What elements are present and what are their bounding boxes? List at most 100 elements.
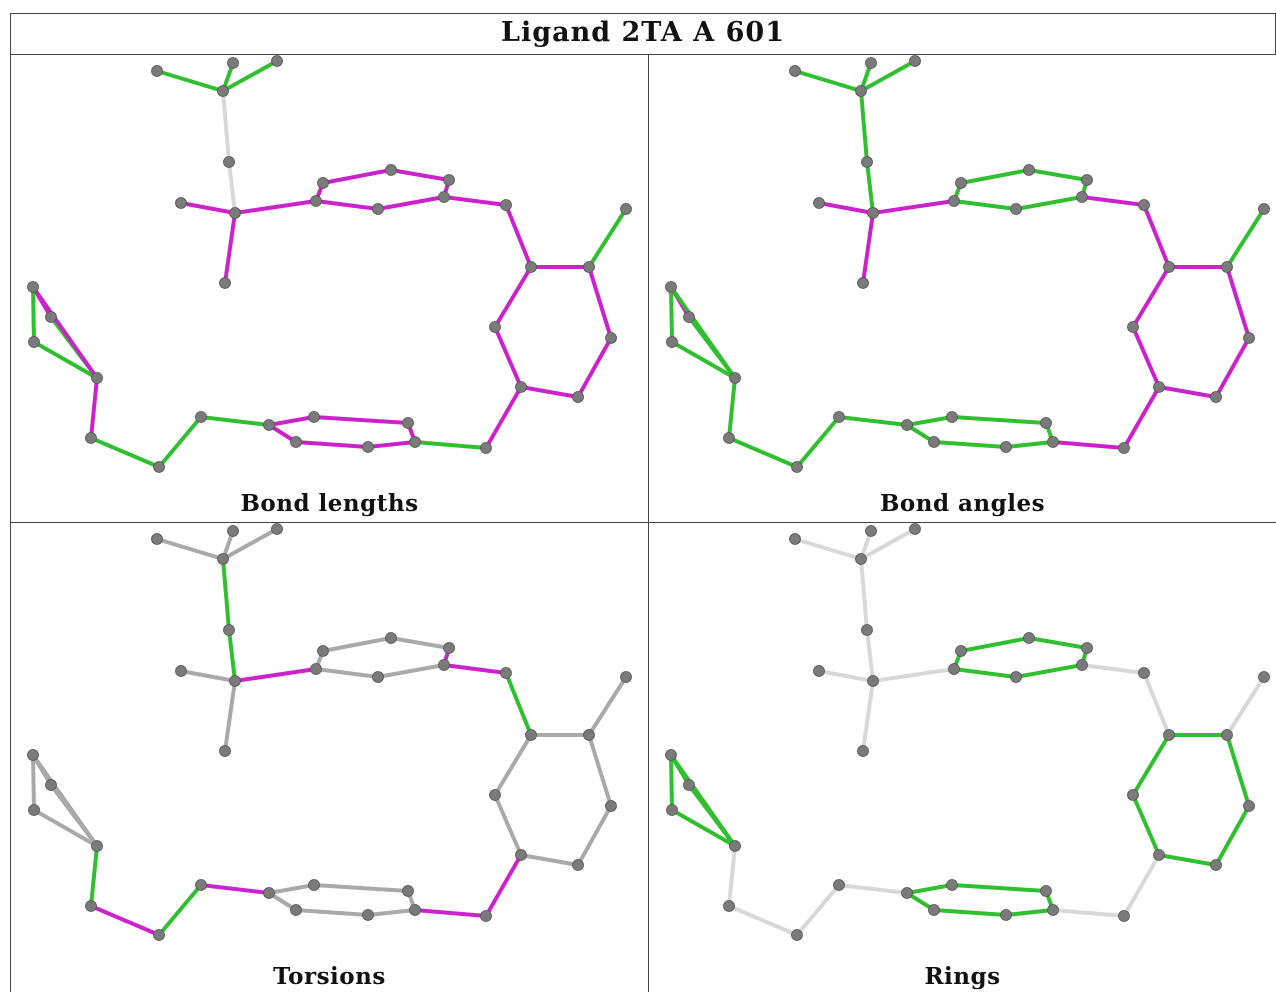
bond — [312, 883, 410, 893]
atom — [308, 411, 320, 423]
bond — [504, 671, 533, 737]
atom — [153, 929, 165, 941]
bond — [1051, 908, 1126, 918]
atom — [372, 671, 384, 683]
atom — [789, 65, 801, 77]
bond — [932, 440, 1008, 449]
atom — [227, 525, 239, 537]
atom — [1210, 391, 1222, 403]
atom — [362, 441, 374, 453]
panel-torsions: Torsions — [11, 523, 648, 992]
bond — [1080, 663, 1146, 675]
bond — [669, 285, 674, 344]
atom — [867, 207, 879, 219]
atom — [489, 321, 501, 333]
atom — [955, 645, 967, 657]
atom — [480, 442, 492, 454]
bond — [267, 883, 316, 895]
bond — [484, 385, 523, 450]
atom — [402, 417, 414, 429]
bond — [267, 415, 316, 427]
bond — [493, 793, 523, 857]
atom — [665, 749, 677, 761]
atom — [45, 311, 57, 323]
bond — [221, 59, 279, 93]
bond — [89, 904, 161, 937]
atom — [28, 336, 40, 348]
bond — [1225, 265, 1251, 340]
atom — [217, 553, 229, 565]
bond — [932, 908, 1008, 917]
bond — [31, 285, 36, 344]
atom — [583, 729, 595, 741]
bond — [1122, 385, 1161, 450]
atom — [515, 381, 527, 393]
bond — [89, 376, 99, 440]
bond — [1027, 168, 1089, 182]
atom — [833, 411, 845, 423]
atom — [861, 156, 873, 168]
bond — [1142, 203, 1171, 269]
bond — [950, 883, 1048, 893]
atom — [195, 879, 207, 891]
atom — [605, 332, 617, 344]
atom — [443, 174, 455, 186]
atom — [489, 789, 501, 801]
atom — [438, 191, 450, 203]
atom — [480, 910, 492, 922]
atom — [665, 281, 677, 293]
atom — [1258, 203, 1270, 215]
atom — [385, 164, 397, 176]
atom — [583, 261, 595, 273]
atom — [1221, 261, 1233, 273]
bond — [227, 628, 237, 683]
panel-bond-lengths: Bond lengths — [11, 55, 648, 522]
atom — [948, 195, 960, 207]
bond — [587, 733, 613, 808]
atom — [1040, 417, 1052, 429]
bond — [1014, 195, 1084, 211]
atom — [227, 57, 239, 69]
atom — [946, 879, 958, 891]
atom — [1138, 199, 1150, 211]
bond — [859, 527, 917, 561]
atom — [791, 929, 803, 941]
atom — [1243, 332, 1255, 344]
bond — [727, 436, 799, 469]
bond — [1131, 325, 1161, 389]
bond — [861, 679, 875, 753]
bond — [1214, 336, 1251, 399]
atom — [1023, 632, 1035, 644]
atom — [666, 804, 678, 816]
atom — [833, 879, 845, 891]
bond — [493, 733, 533, 797]
bond — [1131, 733, 1171, 797]
bond — [199, 883, 271, 895]
atom — [310, 195, 322, 207]
atom — [195, 411, 207, 423]
atom — [1047, 436, 1059, 448]
atom — [865, 525, 877, 537]
atom — [1040, 885, 1052, 897]
bond — [793, 537, 863, 561]
atom — [789, 533, 801, 545]
atom — [813, 665, 825, 677]
bond — [859, 59, 917, 93]
caption-torsions: Torsions — [273, 963, 386, 990]
atom — [290, 436, 302, 448]
atom — [263, 887, 275, 899]
atom — [1081, 642, 1093, 654]
atom — [362, 909, 374, 921]
atom — [229, 675, 241, 687]
atom — [438, 659, 450, 671]
atom — [175, 197, 187, 209]
bond — [31, 753, 36, 812]
bond — [484, 853, 523, 918]
atom — [443, 642, 455, 654]
atom — [683, 779, 695, 791]
atom — [729, 372, 741, 384]
bond — [859, 557, 869, 632]
atom — [857, 277, 869, 289]
bond — [179, 201, 237, 215]
atom — [151, 533, 163, 545]
